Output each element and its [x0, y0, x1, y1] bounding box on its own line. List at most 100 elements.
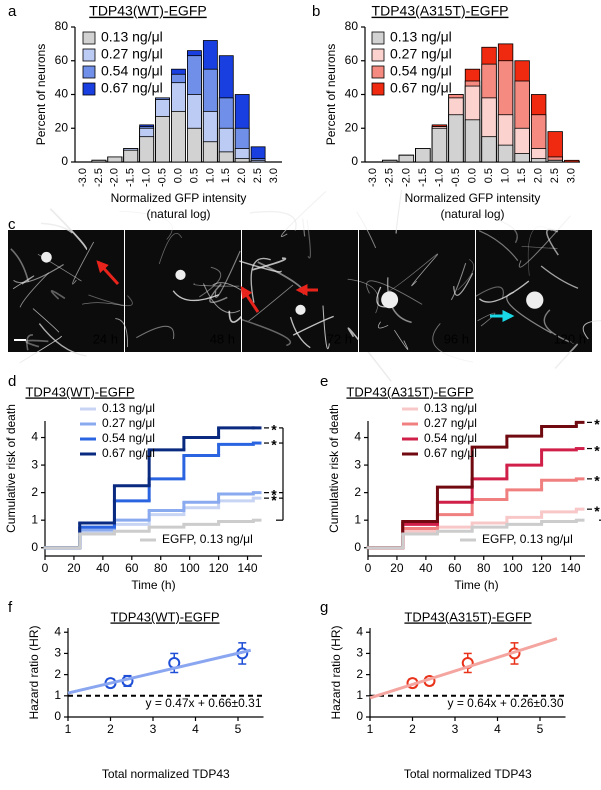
- x-tick-label: -1.0: [433, 168, 445, 187]
- x-tick-label: -1.0: [141, 168, 153, 187]
- x-tick-label: 4: [494, 722, 501, 736]
- legend-swatch: [371, 31, 385, 45]
- neurite: [119, 210, 173, 240]
- y-tick-label: 4: [356, 624, 363, 638]
- neurite: [72, 241, 95, 285]
- chart-panel: a TDP43(WT)-EGFP 0 20 40 60 80 Percent of neuro…: [8, 3, 282, 221]
- bar: [123, 149, 139, 163]
- x-tick-label: 3.0: [268, 168, 280, 183]
- neurite: [521, 245, 558, 249]
- neurite: [453, 273, 474, 296]
- y-axis-label: Hazard ratio (HR): [329, 625, 343, 719]
- x-tick-label: 5: [537, 722, 544, 736]
- x-tick-label: 40: [419, 561, 433, 575]
- x-tick-label: -0.5: [156, 168, 168, 187]
- legend-label: 0.54 ng/μl: [390, 63, 452, 79]
- neurite: [377, 321, 389, 329]
- y-tick-label: 0: [354, 540, 361, 554]
- neurite: [477, 312, 496, 327]
- neurite: [209, 283, 228, 304]
- neurite: [554, 343, 578, 369]
- fit-line: [369, 637, 558, 700]
- x-tick-label: 2.5: [252, 168, 264, 183]
- y-tick-label: 0: [61, 154, 68, 168]
- bar: [171, 110, 186, 163]
- bar: [564, 159, 580, 163]
- x-tick-label: 1: [367, 722, 374, 736]
- neurite: [49, 208, 88, 251]
- x-axis-label-note: (natural log): [440, 207, 504, 221]
- chart-title: TDP43(WT)-EGFP: [110, 609, 219, 624]
- x-tick-label: 2: [409, 722, 416, 736]
- neurite: [199, 266, 222, 298]
- neurite: [32, 308, 60, 333]
- x-tick-label: -2.0: [109, 168, 121, 187]
- x-tick-label: 120: [532, 561, 552, 575]
- neurite: [240, 318, 292, 347]
- bar: [547, 159, 563, 163]
- x-tick-label: -3.0: [367, 168, 379, 187]
- neurite: [172, 290, 220, 302]
- chart-title: TDP43(A315T)-EGFP: [404, 609, 531, 624]
- fit-line: [67, 648, 252, 695]
- y-tick-label: 2: [356, 667, 363, 681]
- significance-label: *: [594, 416, 600, 432]
- x-tick-label: 3.0: [566, 168, 578, 183]
- legend-swatch: [371, 65, 385, 79]
- y-tick-label: 80: [55, 19, 69, 33]
- chart-title: TDP43(WT)-EGFP: [25, 384, 134, 399]
- neurite: [478, 280, 530, 303]
- y-tick-label: 3: [356, 646, 363, 660]
- legend-label: 0.67 ng/μl: [390, 80, 452, 96]
- y-tick-label: 40: [345, 87, 359, 101]
- neurite: [214, 250, 241, 298]
- time-label: 72 h: [327, 331, 352, 346]
- x-tick-label: 1.0: [204, 168, 216, 183]
- image-strip: 24 h 48 h 72 h 96 h 120 h: [8, 189, 601, 382]
- neurite: [322, 305, 330, 350]
- neurite: [411, 254, 439, 287]
- x-tick-label: -0.5: [450, 168, 462, 187]
- x-tick-label: 0.0: [172, 168, 184, 183]
- neurite: [546, 228, 559, 256]
- neurite: [202, 283, 241, 314]
- neurite: [26, 334, 34, 351]
- y-tick-label: 4: [354, 430, 361, 444]
- x-axis-label: Total normalized TDP43: [102, 767, 230, 781]
- x-tick-label: -2.5: [384, 168, 396, 187]
- legend-label: 0.54 ng/μl: [101, 63, 163, 79]
- x-tick-label: 80: [477, 561, 491, 575]
- bar: [382, 159, 398, 163]
- neurite: [82, 302, 126, 307]
- legend-swatch: [82, 31, 96, 45]
- neurite: [450, 262, 467, 301]
- time-label: 24 h: [93, 331, 118, 346]
- legend-swatch: [82, 82, 96, 96]
- significance-label: *: [594, 442, 600, 458]
- legend-label: 0.67 ng/μl: [424, 446, 477, 460]
- x-tick-label: 3: [452, 722, 459, 736]
- y-tick-label: 0: [351, 154, 358, 168]
- legend-swatch: [82, 48, 96, 62]
- bar: [155, 116, 170, 163]
- bar: [497, 144, 514, 163]
- neurite: [19, 335, 62, 364]
- x-tick-label: 60: [125, 561, 139, 575]
- equation: y = 0.47x + 0.66±0.31: [145, 696, 261, 710]
- x-tick-label: -1.5: [417, 168, 429, 187]
- legend-label: 0.27 ng/μl: [390, 46, 452, 62]
- x-tick-label: 4: [192, 722, 199, 736]
- bar: [415, 148, 431, 163]
- y-tick-label: 1: [54, 688, 61, 702]
- neurite: [250, 257, 271, 303]
- neurite: [50, 290, 66, 300]
- legend-label: 0.13 ng/μl: [424, 401, 477, 415]
- time-label: 96 h: [444, 331, 469, 346]
- neurite: [506, 291, 552, 334]
- neurite: [248, 284, 294, 322]
- legend-swatch: [371, 48, 385, 62]
- x-tick-label: 0: [365, 561, 372, 575]
- y-tick-label: 1: [356, 688, 363, 702]
- x-tick-label: -1.5: [125, 168, 137, 187]
